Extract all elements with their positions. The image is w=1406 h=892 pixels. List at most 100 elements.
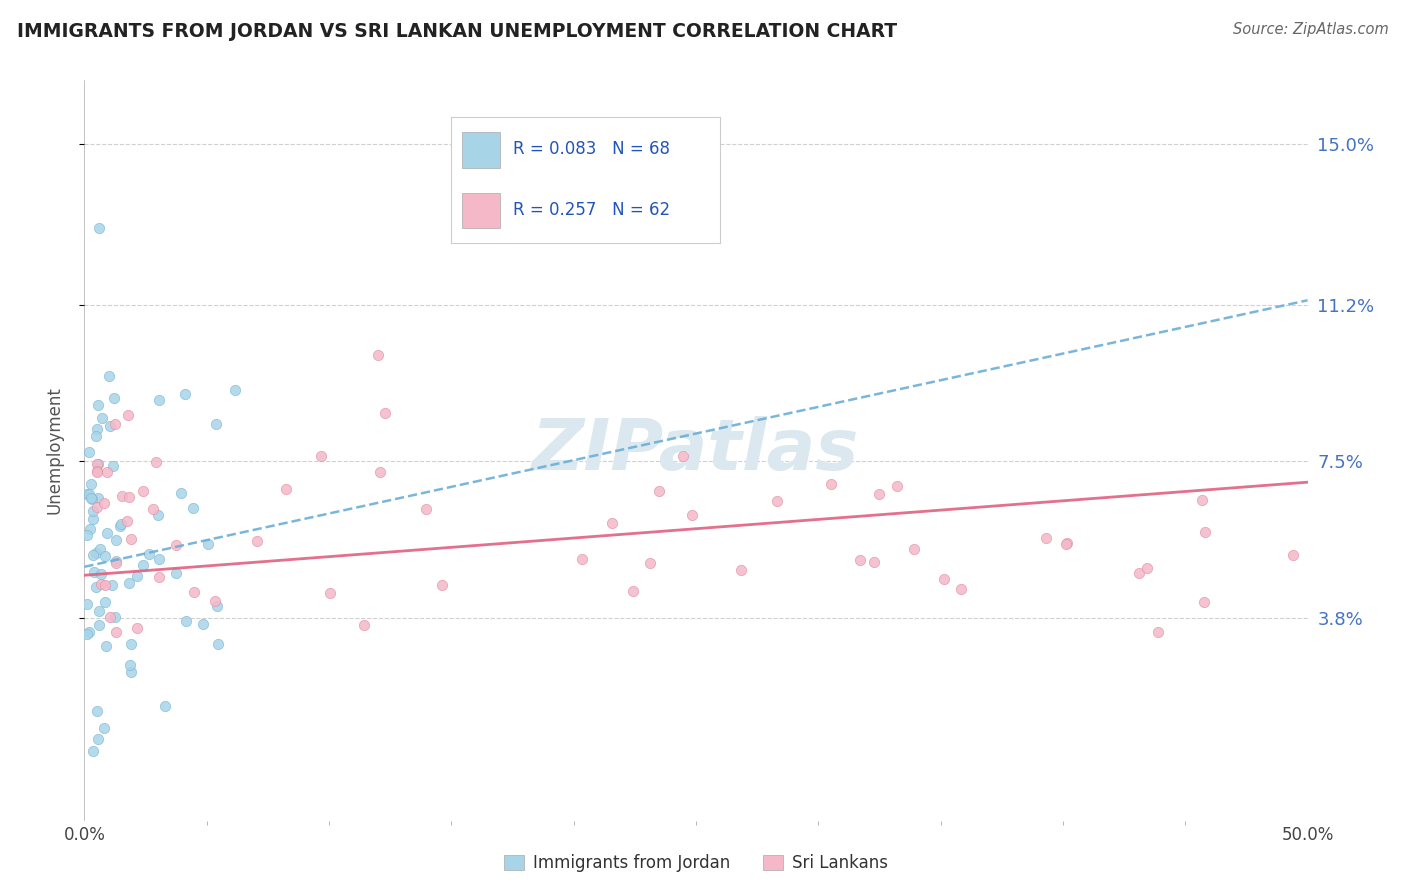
Point bbox=[80, 492, 103, 507]
Point bbox=[432, 578, 454, 592]
Point bbox=[1191, 493, 1213, 508]
Legend: Immigrants from Jordan, Sri Lankans: Immigrants from Jordan, Sri Lankans bbox=[498, 847, 894, 879]
Point bbox=[76, 486, 98, 500]
Point bbox=[571, 551, 593, 566]
Point bbox=[127, 621, 149, 635]
Point bbox=[886, 478, 908, 492]
Point bbox=[94, 595, 117, 609]
Point bbox=[868, 486, 890, 500]
Point bbox=[681, 508, 703, 523]
Point bbox=[101, 459, 124, 474]
Point bbox=[86, 422, 108, 436]
Point bbox=[903, 542, 925, 557]
Point bbox=[89, 541, 111, 556]
Point bbox=[76, 597, 98, 611]
Point bbox=[90, 577, 112, 591]
Point bbox=[96, 466, 118, 480]
Point bbox=[1035, 531, 1057, 545]
Point bbox=[120, 532, 142, 546]
Point bbox=[174, 614, 197, 628]
Point bbox=[367, 348, 389, 362]
Point bbox=[120, 665, 142, 680]
Point bbox=[93, 496, 115, 510]
Point bbox=[1056, 535, 1078, 549]
Point bbox=[82, 512, 104, 526]
Point bbox=[1054, 537, 1077, 551]
Point bbox=[100, 577, 122, 591]
Point bbox=[1135, 561, 1157, 575]
Point bbox=[86, 704, 108, 718]
Point bbox=[197, 536, 219, 550]
Point bbox=[105, 624, 128, 639]
Point bbox=[165, 538, 187, 552]
Point bbox=[374, 406, 396, 420]
Point bbox=[118, 491, 141, 505]
Point bbox=[125, 569, 148, 583]
Point bbox=[170, 485, 193, 500]
Point bbox=[224, 384, 246, 398]
Point bbox=[105, 557, 128, 571]
Point bbox=[148, 508, 170, 523]
Point bbox=[207, 637, 229, 651]
Point bbox=[98, 419, 121, 434]
Point bbox=[86, 500, 108, 514]
Point bbox=[153, 698, 176, 713]
Point bbox=[105, 554, 128, 568]
Point bbox=[193, 616, 215, 631]
Point bbox=[84, 429, 107, 443]
Point bbox=[1128, 566, 1150, 581]
Point bbox=[80, 477, 103, 491]
Point bbox=[83, 565, 105, 579]
Point bbox=[86, 457, 108, 471]
Y-axis label: Unemployment: Unemployment bbox=[45, 386, 63, 515]
Point bbox=[934, 573, 956, 587]
Point bbox=[600, 516, 623, 530]
Point bbox=[820, 476, 842, 491]
Point bbox=[141, 501, 163, 516]
Point bbox=[183, 500, 205, 515]
Point bbox=[863, 555, 886, 569]
Point bbox=[148, 393, 170, 408]
Point bbox=[87, 732, 110, 747]
Point bbox=[148, 570, 170, 584]
Point bbox=[165, 566, 187, 580]
Point bbox=[638, 556, 661, 570]
Point bbox=[274, 482, 297, 496]
Point bbox=[132, 483, 155, 498]
Point bbox=[111, 489, 134, 503]
Point bbox=[1282, 549, 1305, 563]
Point bbox=[82, 548, 104, 562]
Point bbox=[145, 455, 167, 469]
Point bbox=[91, 411, 114, 425]
Point bbox=[76, 528, 98, 542]
Point bbox=[104, 609, 127, 624]
Point bbox=[765, 493, 787, 508]
Point bbox=[849, 553, 872, 567]
Point bbox=[621, 583, 644, 598]
Point bbox=[205, 599, 228, 613]
Point bbox=[87, 398, 110, 412]
Point bbox=[86, 465, 108, 479]
Point bbox=[93, 549, 115, 563]
Point bbox=[132, 558, 155, 573]
Point bbox=[86, 581, 108, 595]
Point bbox=[148, 551, 170, 566]
Point bbox=[110, 516, 132, 531]
Point bbox=[672, 450, 695, 464]
Point bbox=[1194, 524, 1216, 539]
Point bbox=[120, 637, 142, 651]
Point bbox=[97, 369, 120, 384]
Point bbox=[415, 502, 437, 516]
Point bbox=[118, 576, 141, 591]
Point bbox=[79, 522, 101, 536]
Point bbox=[89, 618, 111, 632]
Point bbox=[103, 391, 125, 405]
Point bbox=[98, 610, 121, 624]
Point bbox=[86, 464, 108, 478]
Point bbox=[648, 483, 671, 498]
Text: ZIPatlas: ZIPatlas bbox=[533, 416, 859, 485]
Point bbox=[1146, 625, 1168, 640]
Point bbox=[205, 417, 228, 432]
Point bbox=[96, 526, 118, 541]
Point bbox=[82, 504, 104, 518]
